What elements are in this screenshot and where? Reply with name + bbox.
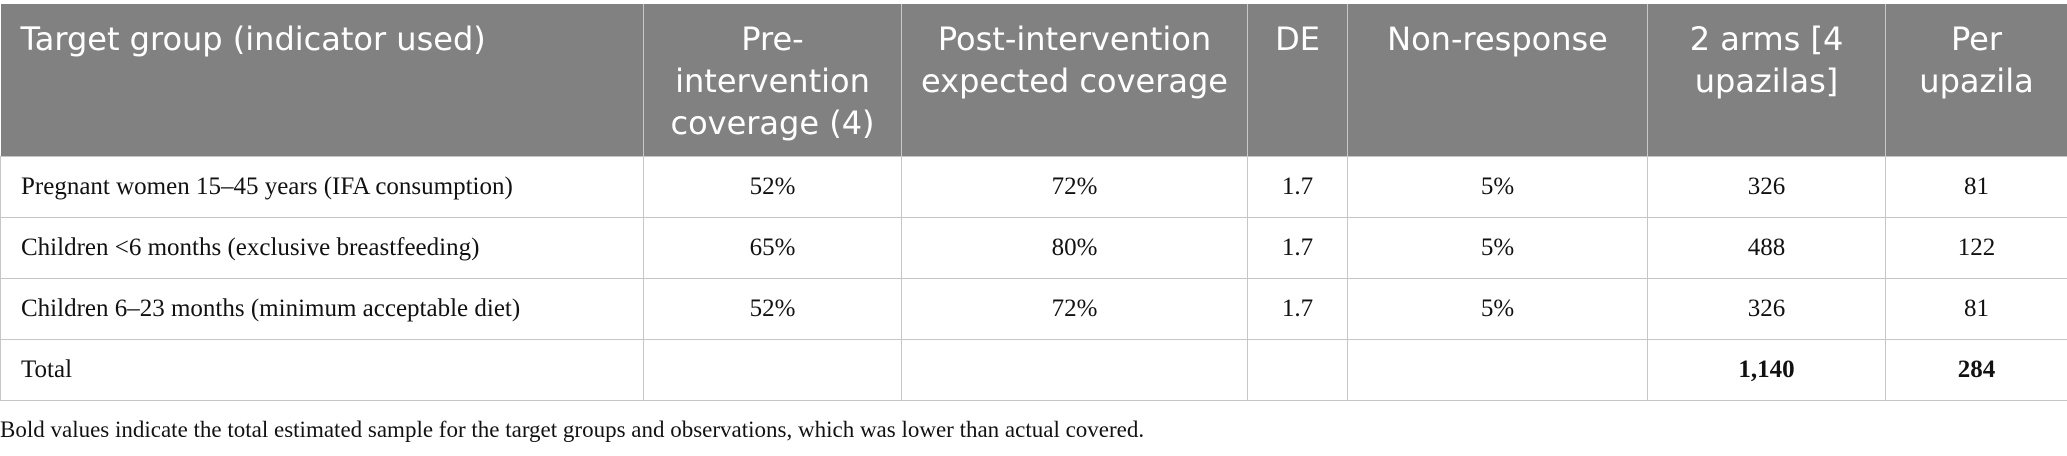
- table-body: Pregnant women 15–45 years (IFA consumpt…: [0, 155, 2067, 401]
- total-row: Total 1,140 284: [0, 338, 2067, 401]
- table-footnote: Bold values indicate the total estimated…: [0, 417, 1145, 442]
- header-non-response: Non-response: [1347, 4, 1648, 156]
- header-target-group: Target group (indicator used): [0, 4, 644, 156]
- cell-target-group: Pregnant women 15–45 years (IFA consumpt…: [0, 155, 644, 218]
- data-table-container: Target group (indicator used) Pre-interv…: [0, 4, 2067, 401]
- cell-de: 1.7: [1247, 216, 1348, 279]
- cell-pre-coverage: 52%: [643, 277, 902, 340]
- cell-total-two-arms: 1,140: [1647, 338, 1886, 401]
- table-row: Children 6–23 months (minimum acceptable…: [0, 277, 2067, 340]
- header-pre-intervention-coverage: Pre-intervention coverage (4): [643, 4, 902, 156]
- cell-empty: [643, 338, 902, 401]
- cell-two-arms: 326: [1647, 277, 1886, 340]
- cell-two-arms: 326: [1647, 155, 1886, 218]
- cell-target-group: Children 6–23 months (minimum acceptable…: [0, 277, 644, 340]
- cell-per-upazila: 81: [1885, 277, 2067, 340]
- cell-post-coverage: 72%: [901, 277, 1248, 340]
- cell-empty: [901, 338, 1248, 401]
- cell-per-upazila: 81: [1885, 155, 2067, 218]
- header-row: Target group (indicator used) Pre-interv…: [0, 4, 2067, 156]
- cell-non-response: 5%: [1347, 216, 1648, 279]
- cell-two-arms: 488: [1647, 216, 1886, 279]
- cell-post-coverage: 80%: [901, 216, 1248, 279]
- cell-total-per-upazila: 284: [1885, 338, 2067, 401]
- header-per-upazila: Per upazila: [1885, 4, 2067, 156]
- table-row: Children <6 months (exclusive breastfeed…: [0, 216, 2067, 279]
- cell-non-response: 5%: [1347, 155, 1648, 218]
- cell-non-response: 5%: [1347, 277, 1648, 340]
- cell-de: 1.7: [1247, 277, 1348, 340]
- cell-de: 1.7: [1247, 155, 1348, 218]
- cell-per-upazila: 122: [1885, 216, 2067, 279]
- cell-pre-coverage: 52%: [643, 155, 902, 218]
- table-row: Pregnant women 15–45 years (IFA consumpt…: [0, 155, 2067, 218]
- sample-size-table: Target group (indicator used) Pre-interv…: [0, 4, 2067, 401]
- cell-pre-coverage: 65%: [643, 216, 902, 279]
- cell-total-label: Total: [0, 338, 644, 401]
- header-de: DE: [1247, 4, 1348, 156]
- table-header: Target group (indicator used) Pre-interv…: [0, 4, 2067, 156]
- cell-post-coverage: 72%: [901, 155, 1248, 218]
- cell-empty: [1247, 338, 1348, 401]
- cell-target-group: Children <6 months (exclusive breastfeed…: [0, 216, 644, 279]
- cell-empty: [1347, 338, 1648, 401]
- header-two-arms: 2 arms [4 upazilas]: [1647, 4, 1886, 156]
- header-post-intervention-coverage: Post-intervention expected coverage: [901, 4, 1248, 156]
